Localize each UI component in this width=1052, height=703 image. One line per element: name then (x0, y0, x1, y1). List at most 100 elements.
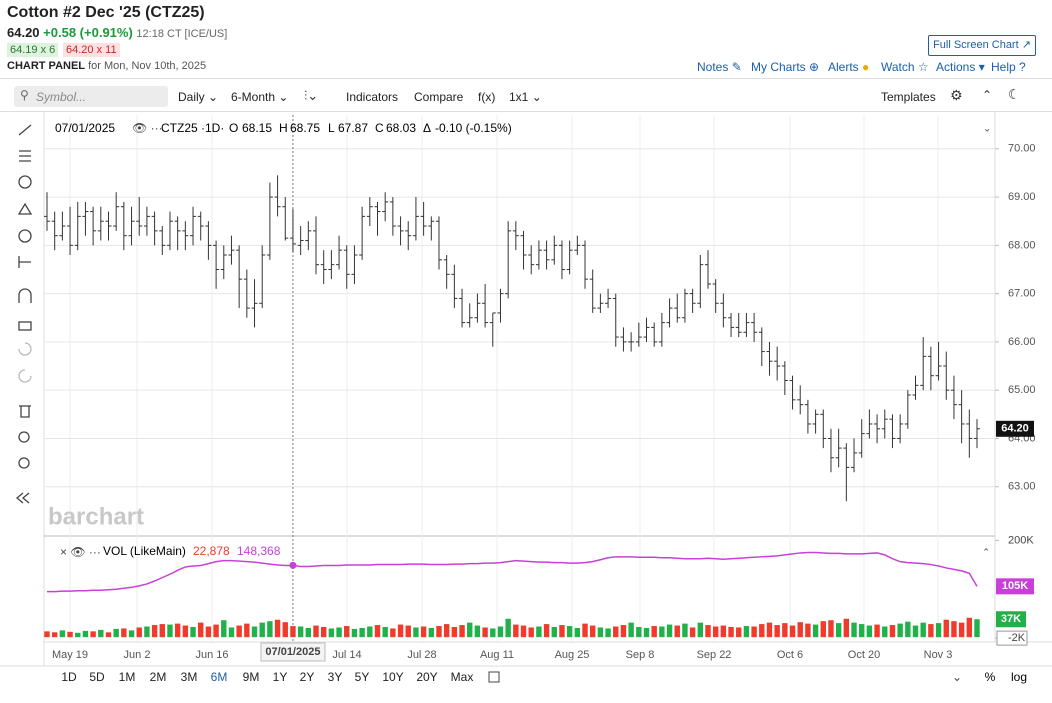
volume-bar (336, 627, 342, 638)
range-button[interactable]: 5D (89, 670, 105, 684)
crosshair-average: 148,368 (237, 544, 281, 558)
volume-bar (274, 619, 281, 638)
volume-bar (205, 626, 212, 638)
volume-bar (121, 628, 127, 638)
volume-bar (966, 617, 973, 638)
range-button[interactable]: 6M (211, 670, 228, 684)
tool-collapse[interactable] (15, 492, 30, 504)
tool-zoom-in[interactable] (18, 431, 30, 443)
x-tick-label: Oct 6 (777, 649, 803, 661)
toolbar-label: Compare (414, 90, 464, 104)
volume-bar (320, 626, 327, 638)
header-link[interactable]: Watch ☆ (881, 60, 929, 74)
volume-bar (59, 630, 66, 638)
volume-bar (390, 628, 396, 638)
volume-bar (912, 625, 919, 638)
volume-bar (766, 622, 773, 638)
volume-bar (198, 622, 204, 638)
bar-type-icon[interactable]: ⫶⌄ (304, 88, 319, 103)
volume-bar (590, 625, 596, 638)
volume-bar (451, 626, 458, 638)
tick-box (996, 630, 1028, 646)
last-average-box (996, 578, 1034, 595)
tool-line[interactable] (18, 124, 32, 136)
volume-bar (743, 626, 750, 638)
volume-bar (828, 620, 834, 638)
y-tick-label: 68.00 (1008, 239, 1036, 251)
volume-name: VOL (LikeMain) (103, 544, 186, 558)
header-link[interactable]: My Charts ⊕ (751, 60, 819, 74)
volume-bar (221, 620, 227, 638)
range-button[interactable]: 1Y (273, 670, 288, 684)
symbol-search[interactable]: ⚲ Symbol... (14, 86, 168, 107)
info-label: C (375, 121, 384, 135)
templates[interactable]: Templates (881, 90, 936, 104)
volume-bar (759, 624, 765, 638)
header-link[interactable]: Alerts ● (828, 60, 869, 74)
volume-bar (935, 623, 942, 638)
tool-redo[interactable] (18, 369, 32, 383)
tool-shape[interactable] (18, 175, 32, 189)
header-link[interactable]: Notes ✎ (697, 60, 742, 74)
volume-bar (413, 627, 419, 638)
volume-bar (67, 631, 73, 638)
tool-fib[interactable] (19, 150, 31, 162)
expand-icon: ⌄ (952, 670, 962, 684)
tool-annotate[interactable] (18, 229, 32, 243)
volume-bar (367, 626, 373, 638)
volume-bar (559, 625, 565, 638)
tool-lock[interactable] (18, 321, 32, 331)
range-button[interactable]: 2M (150, 670, 167, 684)
volume-bar (897, 623, 903, 638)
y-tick-label: -2K (1008, 632, 1026, 644)
search-icon: ⚲ (20, 88, 29, 102)
range-button[interactable]: 1M (119, 670, 136, 684)
volume-bar (151, 625, 158, 638)
volume-bar (889, 625, 896, 638)
range-button[interactable]: Max (451, 670, 474, 684)
caret: ⌄ (528, 90, 542, 104)
tool-arrow[interactable] (17, 202, 33, 215)
range-button[interactable]: 3Y (328, 670, 343, 684)
toolbar-item[interactable]: Daily ⌄ (178, 90, 218, 104)
collapse-icon[interactable]: ⌃ (982, 88, 993, 102)
volume-bar (328, 628, 335, 638)
y-tick-label: 70.00 (1008, 143, 1036, 155)
range-button[interactable]: 3M (181, 670, 198, 684)
volume-bar (467, 622, 473, 638)
header-link[interactable]: Actions ▾ (936, 60, 985, 74)
scale-option[interactable]: log (1011, 670, 1027, 684)
range-button[interactable]: 9M (243, 670, 260, 684)
volume-bar (566, 626, 573, 638)
settings-icon[interactable]: ⚙ (950, 87, 963, 103)
scale-option[interactable]: % (985, 670, 996, 684)
range-button[interactable]: 1D (61, 670, 77, 684)
tool-undo[interactable] (18, 342, 32, 356)
volume-bar (182, 625, 189, 638)
toolbar-item[interactable]: 6-Month ⌄ (231, 90, 288, 104)
tool-magnet[interactable] (18, 288, 32, 303)
tool-measure[interactable] (18, 256, 31, 268)
calendar-icon[interactable] (488, 671, 500, 683)
pane-collapse: ⌃ (982, 548, 990, 559)
last-price-label: 64.20 (1001, 423, 1029, 435)
header-link[interactable]: Help ? (991, 60, 1026, 74)
tool-zoom-out[interactable] (18, 457, 30, 469)
toolbar-item[interactable]: Indicators (346, 90, 398, 104)
toolbar-item[interactable]: 1x1 ⌄ (509, 90, 542, 104)
toolbar-item[interactable]: Compare (414, 90, 463, 104)
x-tick-label: Jul 14 (332, 649, 361, 661)
range-button[interactable]: 20Y (416, 670, 437, 684)
tool-delete[interactable] (19, 405, 31, 418)
range-button[interactable]: 5Y (355, 670, 370, 684)
toolbar-item[interactable]: f(x) (478, 90, 495, 104)
volume-bar (236, 625, 242, 638)
bid: 64.19 x 6 (7, 43, 59, 57)
x-tick-label: Sep 22 (697, 649, 732, 661)
theme-icon[interactable]: ☾ (1008, 86, 1021, 102)
range-button[interactable]: 2Y (300, 670, 315, 684)
full-screen-button[interactable]: Full Screen Chart ↗ (928, 35, 1036, 56)
range-button[interactable]: 10Y (382, 670, 403, 684)
volume-bar (528, 627, 534, 638)
